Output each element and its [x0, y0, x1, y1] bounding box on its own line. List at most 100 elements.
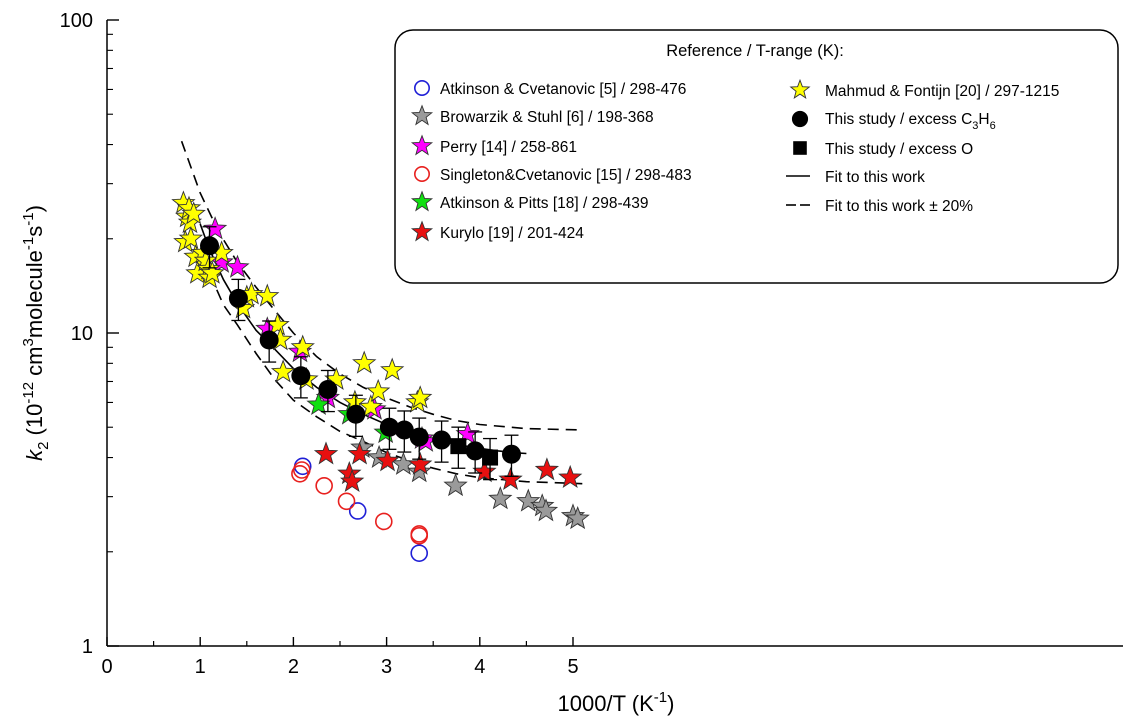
this-study-excess-c3h6-point — [465, 441, 485, 461]
atkinson-pitts-18-298-439-point — [306, 391, 331, 416]
legend-label-perry-14-258-861: Perry [14] / 258-861 — [440, 139, 577, 156]
legend-label-kurylo-19-201-424: Kurylo [19] / 201-424 — [440, 225, 584, 242]
legend-c3h6-mid: H — [978, 111, 989, 128]
y-tick-label: 10 — [71, 323, 93, 345]
legend: Reference / T-range (K): Atkinson & Cvet… — [394, 29, 1119, 284]
x-axis-title-main: 1000/T (K — [558, 691, 655, 716]
legend-label-this-study-c3h6: This study / excess C3H6 — [825, 111, 996, 132]
this-study-excess-c3h6-point — [318, 379, 338, 399]
y-axis-title-p3: molecule — [22, 250, 47, 338]
legend-title: Reference / T-range (K): — [666, 42, 844, 60]
singleton-cvetanovic-15-298-483-point — [375, 512, 393, 531]
x-axis-title-sup: -1 — [654, 689, 667, 706]
y-axis-title-p5: ) — [22, 205, 47, 212]
legend-marker-browarzik-stuhl-6-198-368 — [410, 104, 434, 126]
browarzik-stuhl-6-198-368-point — [533, 498, 559, 522]
x-axis-title-close: ) — [667, 691, 674, 716]
y-axis-title-p2: cm — [22, 347, 47, 382]
legend-marker-mahmud-fontijn-20-297-1215 — [789, 78, 811, 99]
this-study-excess-c3h6-point — [409, 427, 429, 447]
atkinson-cvetanovic-5-298-476-point — [410, 544, 429, 562]
legend-marker-singleton-cvetanovic-15-298-483 — [413, 166, 430, 183]
y-axis-title-s3: -1 — [20, 237, 37, 250]
mahmud-fontijn-20-297-1215-point — [366, 378, 391, 402]
y-axis-title-p4: s — [22, 226, 47, 237]
legend-label-mahmud-fontijn-20-297-1215: Mahmud & Fontijn [20] / 297-1215 — [825, 83, 1059, 100]
perry-14-258-861-point — [202, 216, 228, 240]
y-tick-label: 100 — [60, 10, 93, 32]
y-axis-title-s4: -1 — [20, 212, 37, 225]
y-axis-title-sub: 2 — [35, 442, 52, 450]
kurylo-19-201-424-point — [498, 466, 523, 491]
legend-label-atkinson-cvetanovic-5-298-476: Atkinson & Cvetanovic [5] / 298-476 — [440, 81, 686, 98]
legend-c3h6-main: This study / excess C — [825, 111, 972, 128]
mahmud-fontijn-20-297-1215-point — [358, 394, 383, 418]
fit-upper-band-line — [180, 140, 583, 431]
legend-label-fit-to-this-work-20: Fit to this work ± 20% — [825, 198, 973, 215]
kurylo-19-201-424-point — [339, 468, 365, 493]
legend-c3h6-sub2: 6 — [990, 120, 996, 132]
mahmud-fontijn-20-297-1215-point — [290, 334, 315, 358]
singleton-cvetanovic-15-298-483-point — [315, 476, 333, 495]
this-study-excess-o-point — [450, 438, 467, 455]
legend-label-this-study-excess-o: This study / excess O — [825, 141, 973, 158]
this-study-excess-c3h6-point — [291, 366, 311, 386]
legend-marker-atkinson-cvetanovic-5-298-476 — [413, 80, 430, 97]
this-study-excess-c3h6-point — [346, 404, 366, 424]
kurylo-19-201-424-point — [534, 457, 560, 481]
kurylo-19-201-424-point — [347, 441, 372, 465]
this-study-excess-c3h6-point — [259, 330, 279, 350]
y-axis-title-k: k — [22, 449, 47, 461]
singleton-cvetanovic-15-298-483-point — [337, 492, 356, 511]
browarzik-stuhl-6-198-368-point — [516, 488, 541, 512]
mahmud-fontijn-20-297-1215-point — [270, 359, 296, 383]
this-study-excess-o-point — [482, 449, 499, 466]
this-study-excess-c3h6-point — [379, 417, 399, 437]
browarzik-stuhl-6-198-368-point — [565, 506, 590, 530]
legend-marker-kurylo-19-201-424 — [410, 220, 434, 242]
perry-14-258-861-point — [225, 254, 250, 278]
x-tick-label: 0 — [101, 656, 112, 678]
x-tick-label: 5 — [567, 656, 578, 678]
legend-marker-this-study-c3h6 — [791, 110, 809, 128]
legend-label-atkinson-pitts-18-298-439: Atkinson & Pitts [18] / 298-439 — [440, 195, 649, 212]
singleton-cvetanovic-15-298-483-point — [410, 525, 429, 543]
mahmud-fontijn-20-297-1215-point — [352, 350, 377, 374]
kurylo-19-201-424-point — [407, 451, 433, 475]
x-tick-label: 4 — [474, 656, 485, 678]
this-study-excess-c3h6-point — [394, 420, 414, 440]
legend-c3h6-sub1: 3 — [972, 120, 978, 132]
y-axis-title: k2 (10-12 cm3molecule-1s-1) — [20, 205, 52, 461]
y-axis-title-s1: -12 — [20, 382, 37, 404]
legend-entries: Atkinson & Cvetanovic [5] / 298-476 Browa… — [410, 78, 1059, 242]
this-study-excess-c3h6-point — [501, 444, 521, 464]
mahmud-fontijn-20-297-1215-point — [407, 385, 433, 409]
legend-label-singleton-cvetanovic-15-298-483: Singleton&Cvetanovic [15] / 298-483 — [440, 167, 692, 184]
browarzik-stuhl-6-198-368-point — [488, 486, 513, 510]
perry-14-258-861-point — [455, 421, 480, 445]
browarzik-stuhl-6-198-368-point — [443, 473, 468, 497]
this-study-excess-c3h6-point — [432, 430, 452, 450]
this-study-excess-c3h6-point — [228, 288, 248, 308]
mahmud-fontijn-20-297-1215-point — [178, 226, 204, 250]
browarzik-stuhl-6-198-368-point — [407, 459, 432, 483]
singleton-cvetanovic-15-298-483-point — [292, 461, 311, 479]
kurylo-19-201-424-point — [313, 441, 339, 465]
y-tick-label: 1 — [82, 636, 93, 658]
legend-marker-perry-14-258-861 — [410, 134, 434, 156]
y-axis-title-s2: 3 — [20, 338, 37, 346]
atkinson-cvetanovic-5-298-476-point — [348, 502, 367, 520]
plot-area — [171, 140, 590, 562]
kurylo-19-201-424-point — [558, 464, 583, 489]
x-tick-label: 1 — [195, 656, 206, 678]
mahmud-fontijn-20-297-1215-point — [255, 283, 280, 307]
singleton-cvetanovic-15-298-483-point — [291, 464, 309, 483]
x-tick-label: 2 — [288, 656, 299, 678]
legend-box — [394, 29, 1119, 284]
this-study-excess-c3h6-point — [200, 236, 220, 256]
y-axis-title-p1: (10 — [22, 404, 47, 442]
legend-label-browarzik-stuhl-6-198-368: Browarzik & Stuhl [6] / 198-368 — [440, 109, 654, 126]
x-axis-title: 1000/T (K-1) — [558, 689, 675, 716]
